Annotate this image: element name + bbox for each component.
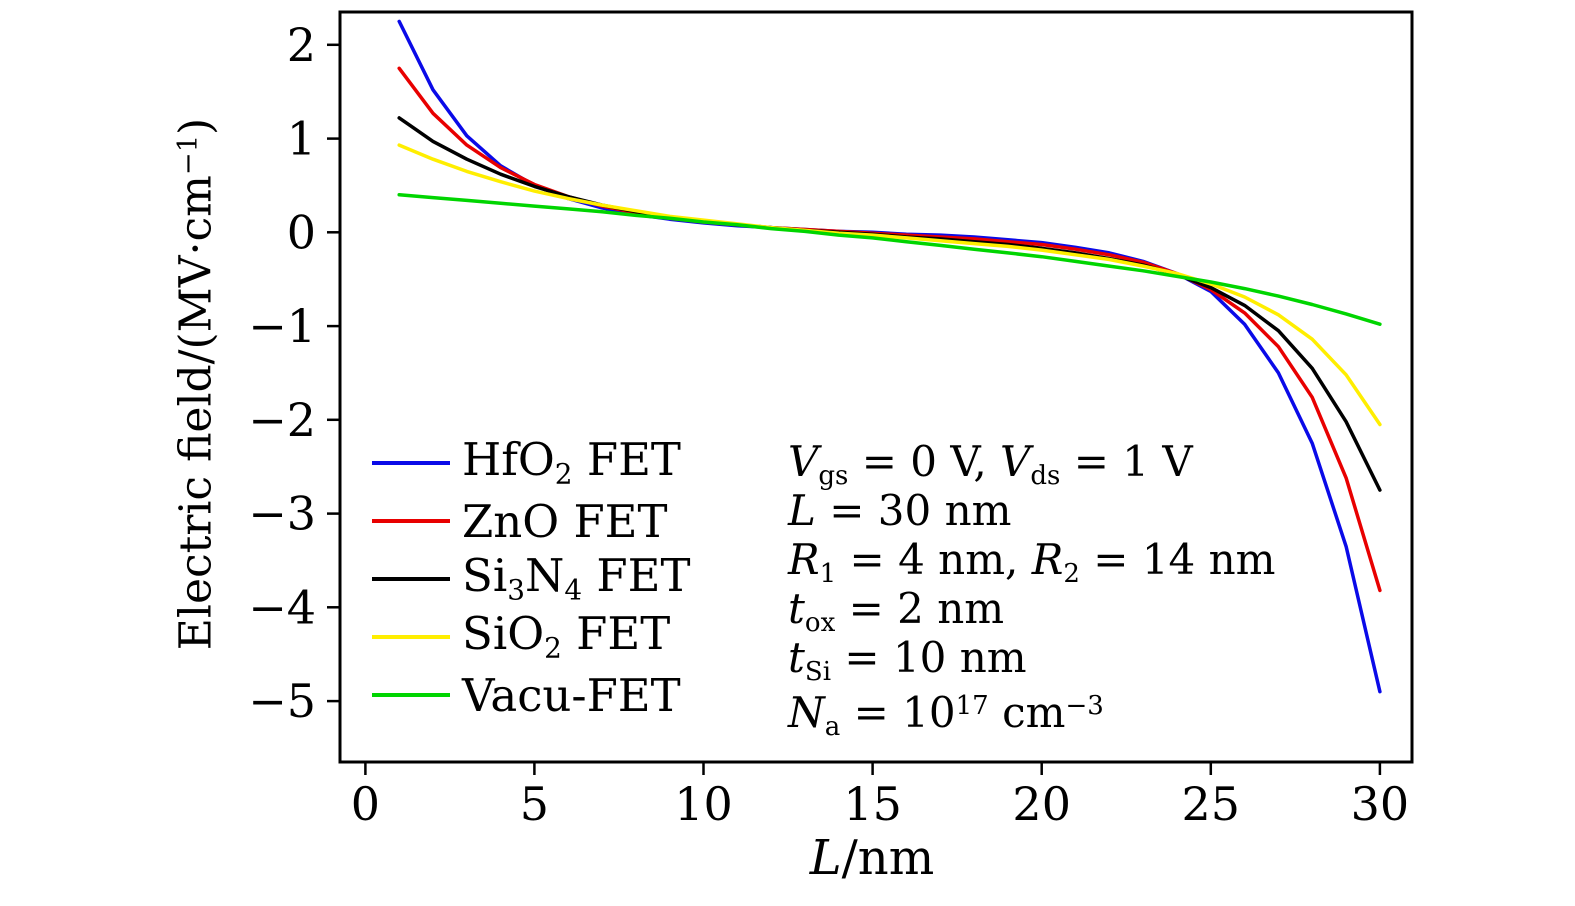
legend-item: Si3N4 FET	[372, 550, 691, 608]
x-tick-label: 30	[1351, 777, 1410, 831]
series-line-3	[397, 143, 1382, 427]
legend-swatch	[372, 577, 450, 581]
x-tick-label: 25	[1182, 777, 1241, 831]
text-run: V	[1000, 437, 1031, 486]
x-tick-label: 15	[843, 777, 902, 831]
legend-item: HfO2 FET	[372, 434, 691, 492]
legend-swatch	[372, 519, 450, 523]
text-run: V	[788, 437, 819, 486]
text-run: t	[788, 584, 805, 633]
annotation-line: Vgs = 0 V, Vds = 1 V	[788, 437, 1275, 491]
text-run: Electric field/(MV·cm	[170, 175, 222, 651]
legend: HfO2 FET ZnO FET Si3N4 FET SiO2 FET Vacu-FET	[372, 434, 691, 724]
text-run: = 1 V	[1060, 437, 1193, 486]
legend-label: SiO2 FET	[462, 611, 670, 662]
legend-item: SiO2 FET	[372, 608, 691, 666]
legend-label: HfO2 FET	[462, 437, 681, 488]
text-run: cm	[988, 688, 1066, 738]
text-run: 2	[1063, 558, 1080, 589]
y-tick-label: −2	[248, 393, 316, 447]
plot-frame	[338, 10, 1414, 764]
annotation-line: L = 30 nm	[788, 486, 1275, 535]
y-tick-label: −3	[248, 487, 316, 541]
x-tick-label: 10	[674, 777, 733, 831]
legend-item: ZnO FET	[372, 492, 691, 550]
y-tick-label: −4	[248, 580, 316, 634]
legend-swatch	[372, 693, 450, 697]
y-tick-label: 0	[287, 205, 316, 259]
text-run: R	[788, 535, 820, 584]
text-run: Vacu-FET	[462, 668, 681, 722]
legend-item: Vacu-FET	[372, 666, 691, 724]
y-axis-label: Electric field/(MV·cm−1)	[171, 118, 222, 650]
text-run: ZnO FET	[462, 494, 668, 548]
text-run: FET	[561, 607, 671, 661]
x-axis-label: L/nm	[810, 830, 934, 886]
text-run: Si	[804, 656, 832, 687]
text-run: L	[809, 830, 842, 886]
text-run: FET	[582, 549, 691, 603]
annotation-line: tox = 2 nm	[788, 584, 1275, 638]
text-run: 2	[544, 631, 562, 665]
series-line-4	[397, 193, 1382, 326]
text-run: 17	[955, 691, 989, 721]
text-run: 2	[554, 457, 573, 491]
legend-label: ZnO FET	[462, 499, 668, 544]
legend-swatch	[372, 635, 450, 639]
y-tick-label: −5	[248, 674, 316, 728]
legend-label: Vacu-FET	[462, 673, 681, 718]
text-run: = 4 nm,	[836, 535, 1032, 584]
text-run: a	[824, 711, 841, 742]
text-run: −3	[1065, 691, 1104, 721]
x-tick-label: 0	[351, 777, 380, 831]
text-run: FET	[572, 433, 681, 487]
annotation-line: Na = 1017 cm−3	[788, 682, 1275, 742]
text-run: N	[788, 688, 825, 738]
text-run: )	[170, 117, 222, 135]
text-run: t	[788, 633, 805, 682]
text-run: = 30 nm	[815, 486, 1012, 535]
text-run: 1	[819, 558, 837, 589]
text-run: ox	[804, 607, 836, 638]
text-run: R	[1031, 535, 1064, 584]
y-tick-label: −1	[248, 299, 316, 353]
text-run: HfO	[462, 433, 555, 487]
text-run: ds	[1030, 460, 1061, 491]
text-run: = 0 V,	[848, 437, 1001, 486]
text-run: gs	[818, 460, 849, 491]
x-tick-label: 5	[520, 777, 549, 831]
x-tick-label: 20	[1012, 777, 1071, 831]
y-tick-label: 1	[287, 112, 316, 166]
text-run: N	[524, 549, 565, 603]
annotation-line: R1 = 4 nm, R2 = 14 nm	[788, 535, 1276, 589]
text-run: Si	[462, 549, 508, 603]
text-run: = 10 nm	[831, 633, 1027, 682]
text-run: /nm	[841, 830, 935, 886]
text-run: = 10	[840, 688, 956, 738]
y-tick-label: 2	[287, 18, 316, 72]
text-run: = 2 nm	[835, 584, 1005, 633]
legend-swatch	[372, 461, 450, 465]
annotation-line: tSi = 10 nm	[788, 633, 1275, 687]
text-run: = 14 nm	[1079, 535, 1276, 584]
text-run: SiO	[462, 607, 545, 661]
text-run: 3	[507, 573, 525, 607]
legend-label: Si3N4 FET	[462, 553, 691, 604]
text-run: 4	[564, 573, 583, 607]
text-run: −1	[172, 134, 204, 176]
text-run: L	[788, 486, 816, 535]
